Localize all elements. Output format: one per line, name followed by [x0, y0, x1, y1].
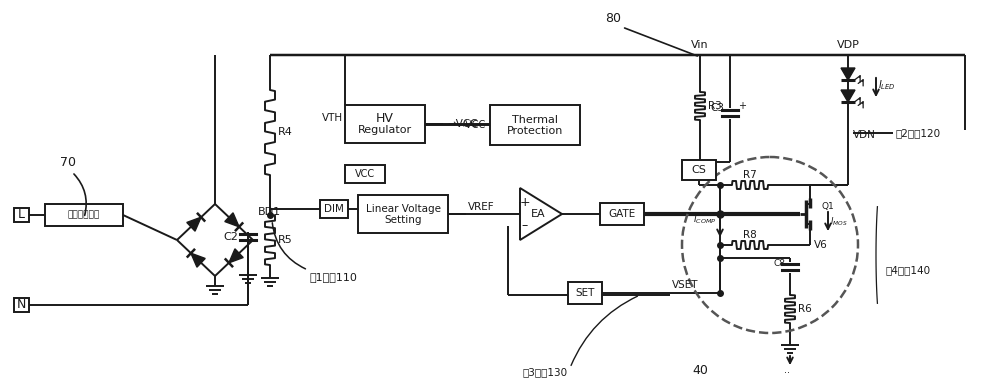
Text: GATE: GATE — [608, 209, 636, 219]
Text: R3: R3 — [708, 101, 722, 111]
Text: →VCC: →VCC — [458, 120, 486, 130]
Text: CS: CS — [692, 165, 706, 175]
Text: EA: EA — [531, 209, 545, 219]
Text: ..: .. — [784, 365, 790, 375]
Text: 第2节点120: 第2节点120 — [895, 128, 940, 138]
Bar — [490, 105, 580, 145]
Bar — [14, 208, 29, 222]
Bar — [358, 195, 448, 233]
Polygon shape — [187, 217, 201, 231]
Text: 第3节点130: 第3节点130 — [522, 367, 568, 377]
Text: +: + — [520, 195, 530, 208]
Text: L: L — [18, 208, 24, 222]
Text: →VCC: →VCC — [447, 119, 478, 129]
Text: 可控硅调光器: 可控硅调光器 — [68, 210, 100, 220]
Text: Protection: Protection — [507, 126, 563, 136]
Text: VDN: VDN — [853, 130, 876, 140]
Polygon shape — [191, 253, 205, 267]
Polygon shape — [229, 249, 243, 263]
Text: VCC: VCC — [355, 169, 375, 179]
Text: Q1: Q1 — [822, 201, 835, 210]
Bar — [600, 203, 644, 225]
Bar — [682, 160, 716, 180]
Text: Linear Voltage: Linear Voltage — [366, 205, 440, 215]
Text: 80: 80 — [605, 12, 621, 24]
Text: $I_{COMP}$: $I_{COMP}$ — [693, 214, 716, 226]
Text: N: N — [16, 298, 26, 312]
Text: VTH: VTH — [322, 113, 343, 123]
Bar — [45, 204, 123, 226]
Text: 第1节点110: 第1节点110 — [310, 272, 358, 282]
Text: R5: R5 — [278, 235, 293, 245]
Polygon shape — [520, 188, 562, 240]
Bar — [345, 105, 425, 143]
Text: Thermal: Thermal — [512, 115, 558, 125]
Text: R4: R4 — [278, 127, 293, 137]
Text: +: + — [738, 101, 746, 111]
Text: VREF: VREF — [468, 202, 495, 212]
Text: Setting: Setting — [384, 215, 422, 225]
Polygon shape — [841, 68, 855, 80]
Polygon shape — [225, 213, 239, 227]
Text: $I_{LED}$: $I_{LED}$ — [878, 78, 896, 92]
Text: 70: 70 — [60, 156, 76, 169]
Text: C2: C2 — [223, 232, 238, 242]
Text: R7: R7 — [743, 170, 757, 180]
Bar — [14, 298, 29, 312]
Bar — [568, 282, 602, 304]
Bar — [345, 165, 385, 183]
Text: DIM: DIM — [324, 204, 344, 214]
Text: V6: V6 — [814, 240, 828, 250]
Text: VDP: VDP — [837, 40, 859, 50]
Text: –: – — [522, 220, 528, 232]
Text: R6: R6 — [798, 304, 812, 314]
Text: Regulator: Regulator — [358, 125, 412, 135]
Text: $I_{MOS}$: $I_{MOS}$ — [830, 216, 848, 228]
Text: C8: C8 — [774, 259, 786, 267]
Text: BD1: BD1 — [258, 207, 281, 217]
Bar — [320, 200, 348, 218]
Text: 第4节点140: 第4节点140 — [885, 265, 930, 275]
Text: R8: R8 — [743, 230, 757, 240]
Polygon shape — [841, 90, 855, 102]
Text: Vin: Vin — [691, 40, 709, 50]
Text: HV: HV — [376, 112, 394, 125]
Text: SET: SET — [575, 288, 595, 298]
Text: VSET: VSET — [672, 280, 698, 290]
Text: 40: 40 — [692, 364, 708, 376]
Text: C3: C3 — [710, 103, 724, 113]
